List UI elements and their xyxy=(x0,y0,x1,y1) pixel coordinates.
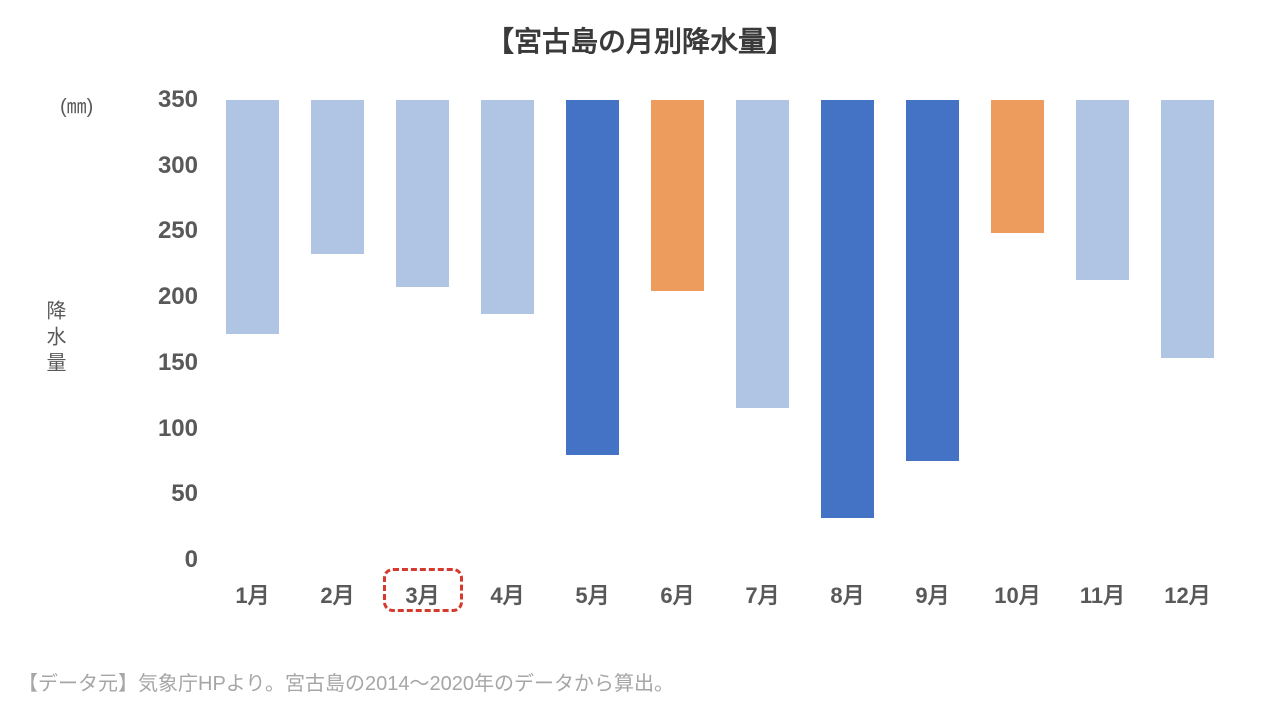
bar-slot: 6月 xyxy=(635,100,720,560)
bar xyxy=(481,100,534,314)
bar-slot: 7月 xyxy=(720,100,805,560)
y-tick-label: 100 xyxy=(158,415,198,443)
bar-slot: 1月 xyxy=(210,100,295,560)
bar xyxy=(396,100,449,287)
y-tick-label: 0 xyxy=(185,546,198,574)
bar-slot: 11月 xyxy=(1060,100,1145,560)
x-tick-label: 11月 xyxy=(1080,578,1125,610)
bar-slot: 8月 xyxy=(805,100,890,560)
bar-slot: 2月 xyxy=(295,100,380,560)
y-tick-label: 250 xyxy=(158,217,198,245)
x-tick-label: 9月 xyxy=(915,578,949,610)
bar-slot: 10月 xyxy=(975,100,1060,560)
bar xyxy=(651,100,704,291)
bar xyxy=(991,100,1044,233)
x-tick-label: 5月 xyxy=(575,578,609,610)
x-tick-label: 12月 xyxy=(1164,578,1210,610)
y-tick-label: 350 xyxy=(158,86,198,114)
bars-group: 1月2月3月4月5月6月7月8月9月10月11月12月 xyxy=(210,100,1230,560)
y-tick-label: 50 xyxy=(171,480,198,508)
x-tick-label: 10月 xyxy=(994,578,1040,610)
x-tick-label: 7月 xyxy=(745,578,779,610)
y-tick-label: 300 xyxy=(158,152,198,180)
x-tick-label: 8月 xyxy=(830,578,864,610)
source-note: 【データ元】気象庁HPより。宮古島の2014～2020年のデータから算出。 xyxy=(18,667,674,696)
y-tick-label: 150 xyxy=(158,349,198,377)
bar xyxy=(906,100,959,461)
plot-area: 050100150200250300350 1月2月3月4月5月6月7月8月9月… xyxy=(210,100,1230,560)
x-tick-label: 1月 xyxy=(235,578,269,610)
bar-slot: 4月 xyxy=(465,100,550,560)
bar-slot: 9月 xyxy=(890,100,975,560)
x-tick-label: 4月 xyxy=(490,578,524,610)
x-tick-label: 6月 xyxy=(660,578,694,610)
bar-slot: 12月 xyxy=(1145,100,1230,560)
chart-container: 【宮古島の月別降水量】 (㎜) 降水量 05010015020025030035… xyxy=(0,0,1280,720)
x-tick-label: 2月 xyxy=(320,578,354,610)
bar xyxy=(311,100,364,254)
bar xyxy=(226,100,279,334)
bar xyxy=(1076,100,1129,280)
y-tick-label: 200 xyxy=(158,283,198,311)
chart-title: 【宮古島の月別降水量】 xyxy=(0,20,1280,60)
bar-slot: 5月 xyxy=(550,100,635,560)
bar xyxy=(821,100,874,518)
bar xyxy=(736,100,789,408)
bar-slot: 3月 xyxy=(380,100,465,560)
bar xyxy=(566,100,619,455)
unit-label: (㎜) xyxy=(60,90,93,119)
bar xyxy=(1161,100,1214,358)
highlight-box xyxy=(383,568,463,612)
y-axis-label: 降水量 xyxy=(40,300,69,378)
